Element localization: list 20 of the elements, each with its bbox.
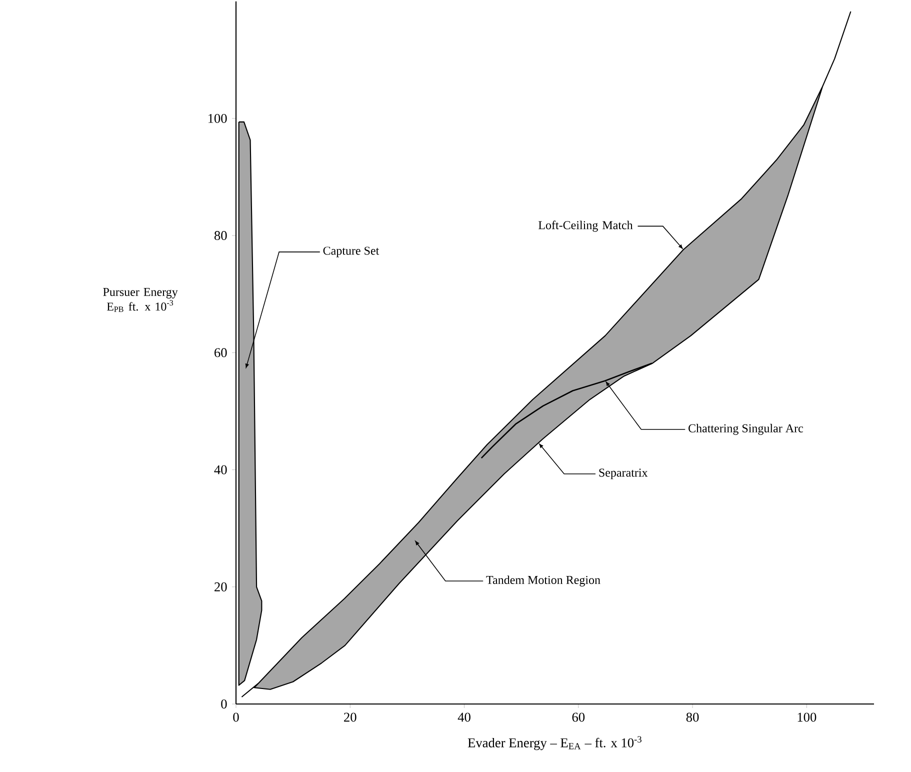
x-tick-label: 0 — [233, 712, 239, 722]
x-tick-label: 100 — [798, 712, 816, 722]
x-tick-label: 20 — [344, 712, 356, 722]
x-tick-label: 80 — [686, 712, 699, 722]
x-tick-label: 60 — [572, 712, 585, 722]
y-tick-label: 60 — [214, 348, 227, 358]
y-tick-label: 40 — [214, 465, 227, 474]
y-tick-label: 20 — [214, 582, 227, 592]
x-tick-label: 40 — [458, 712, 470, 722]
annotation: Separatrix — [599, 468, 648, 480]
annotation: Capture Set — [323, 246, 380, 258]
annotation: Chattering Singular Arc — [688, 424, 803, 435]
annotation: Tandem Motion Region — [486, 576, 600, 586]
y-axis-title: Pursuer Energy E$_{PB}$ ft. x 10$^{-3}$ — [103, 288, 178, 312]
line-series — [480, 362, 653, 459]
x-axis-title: Evader Energy – E$_{EA}$ – ft. x 10$^{-3}$ — [468, 736, 642, 750]
y-tick-label: 80 — [214, 231, 227, 240]
y-tick-label: 100 — [208, 114, 227, 123]
annotation: Loft-Ceiling Match — [538, 220, 633, 232]
y-tick-label: 0 — [221, 700, 227, 708]
